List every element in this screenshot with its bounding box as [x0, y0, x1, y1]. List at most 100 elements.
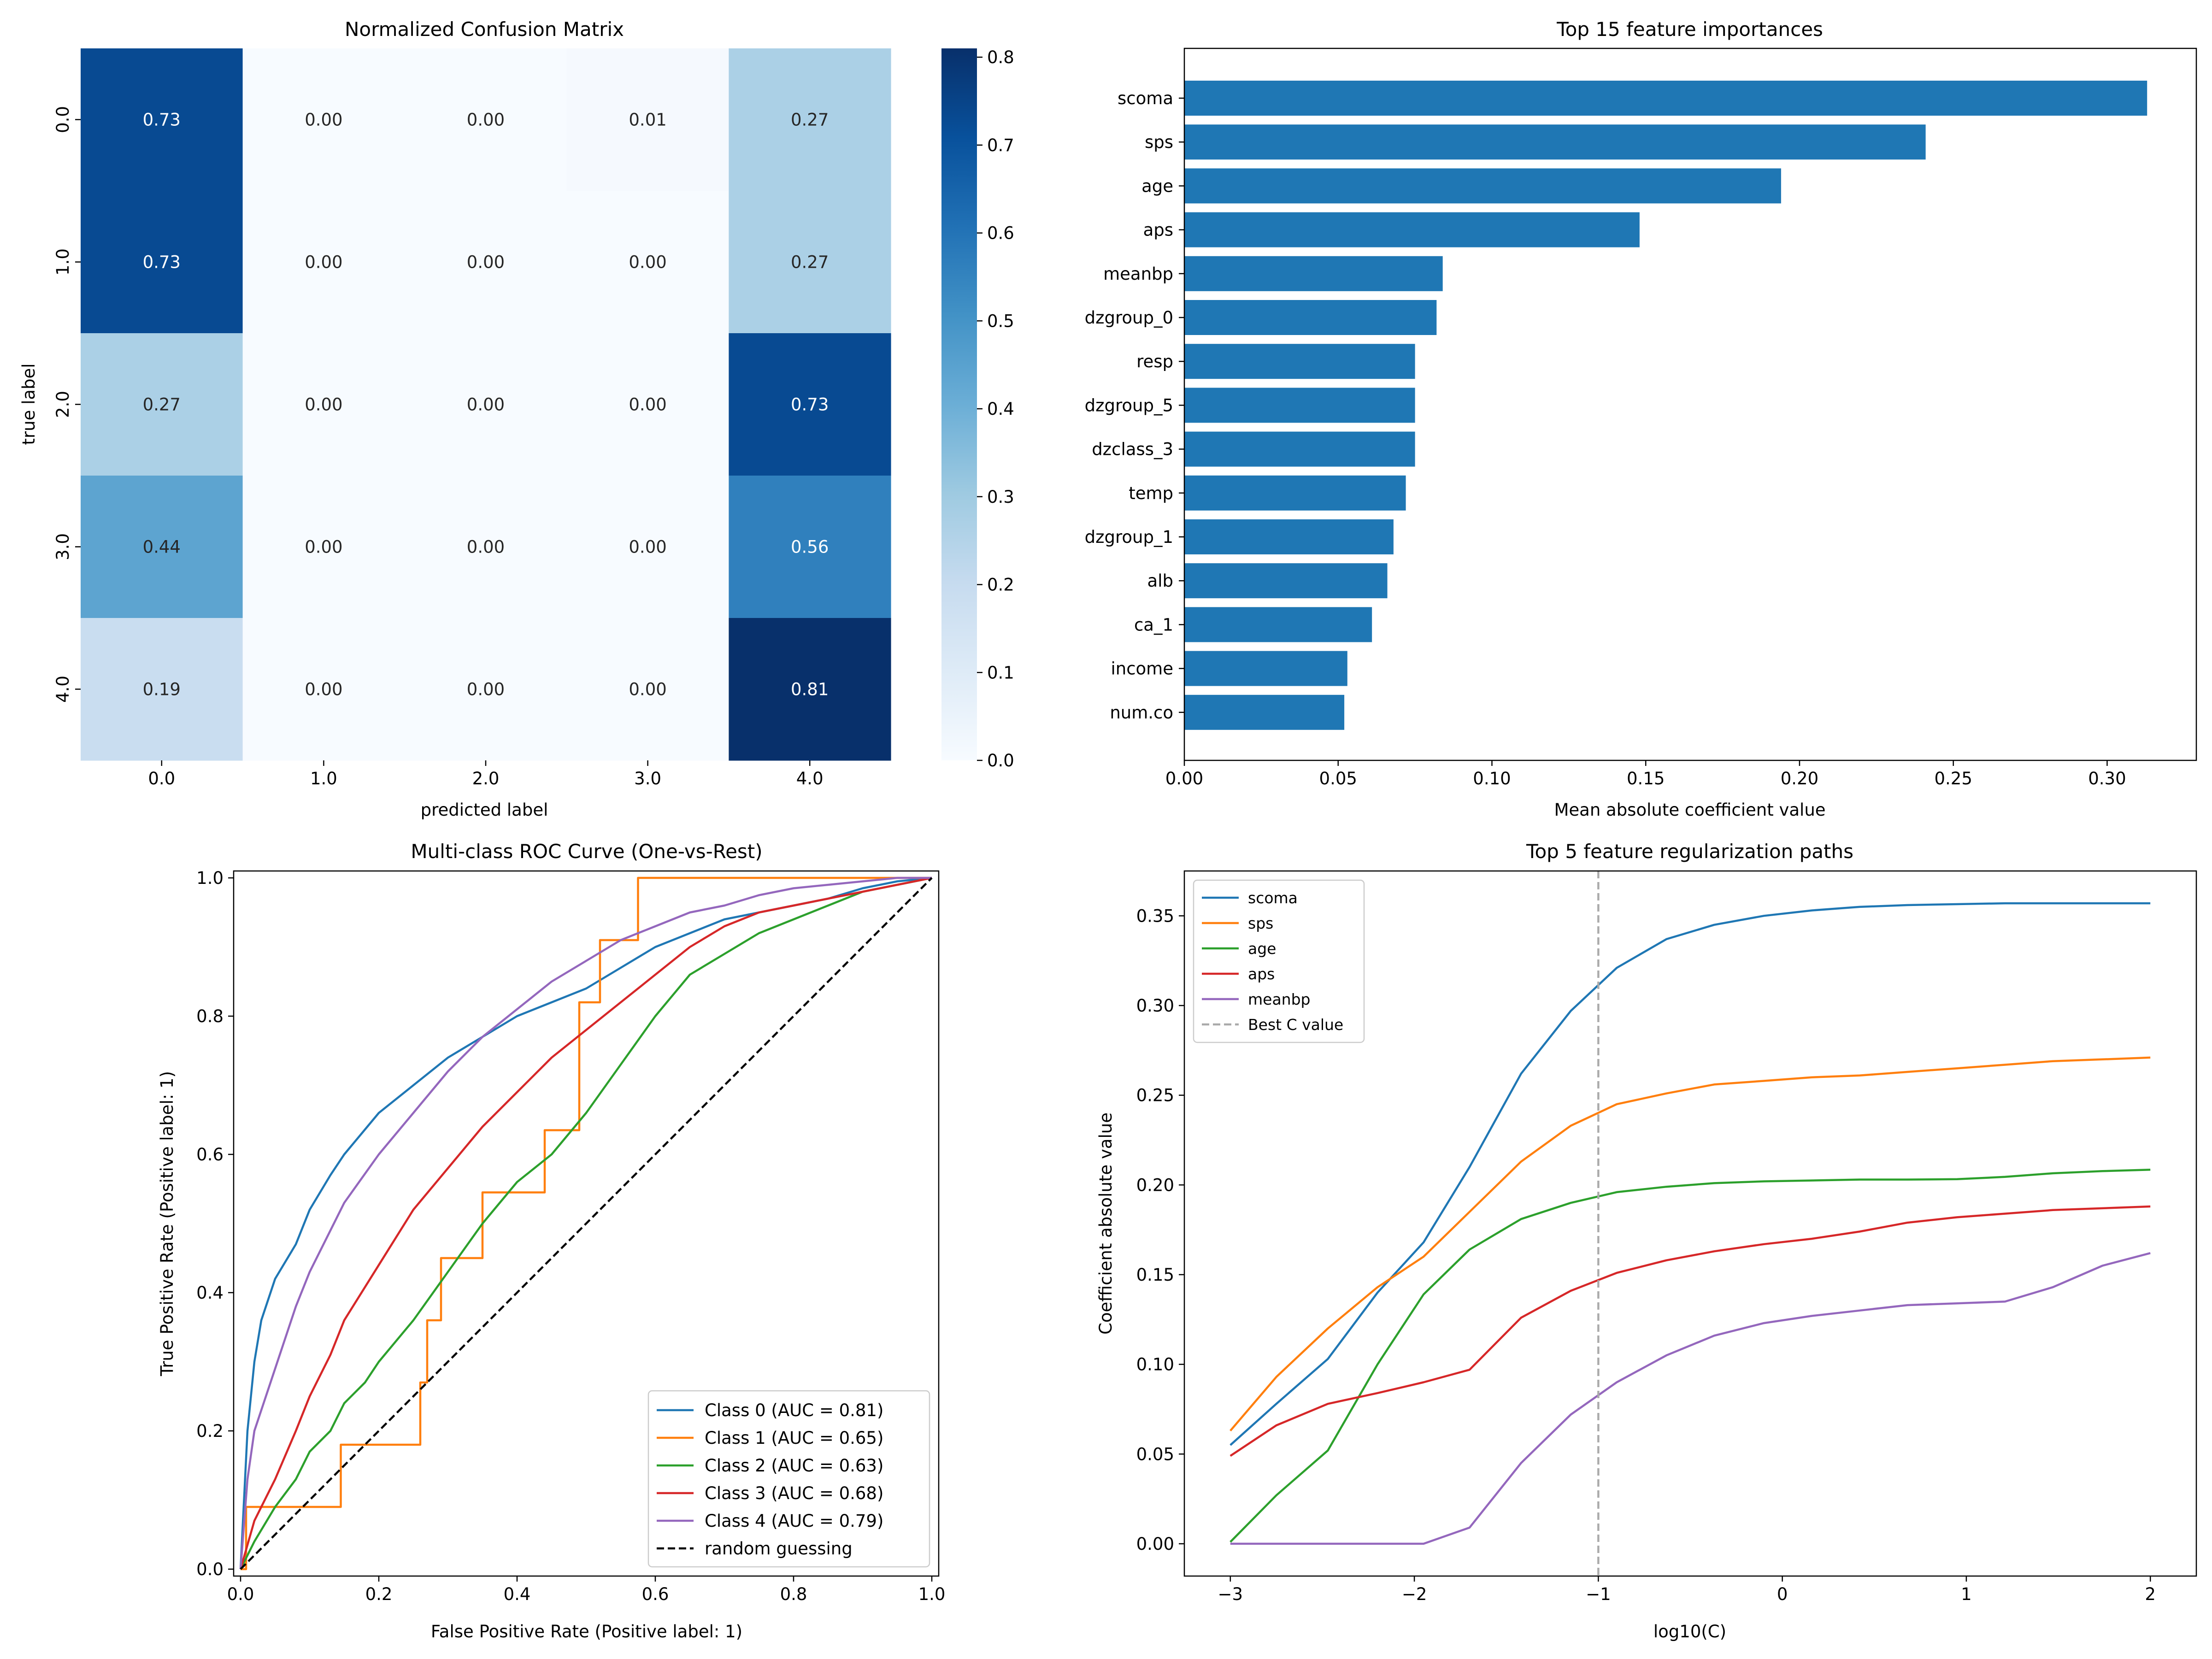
cm-xtick-label: 0.0	[148, 769, 175, 788]
cm-cell	[242, 618, 405, 761]
regpath-series-line	[1230, 1168, 2151, 1543]
roc-xtick-label: 0.8	[780, 1584, 807, 1604]
feature-label: age	[1141, 176, 1173, 196]
roc-xtick-label: 0.0	[227, 1584, 254, 1604]
cm-cell-label: 0.73	[791, 395, 829, 415]
regpath-legend-label: meanbp	[1248, 990, 1310, 1008]
colorbar-tick-label: 0.1	[987, 663, 1014, 682]
cm-cell-label: 0.81	[791, 680, 829, 700]
regpath-panel: Top 5 feature regularization paths −3 −2−…	[1096, 840, 2197, 1641]
regpath-ylabel: Coefficient absolute value	[1096, 1112, 1116, 1335]
colorbar-tick-label: 0.7	[987, 135, 1014, 155]
colorbar-tick-label: 0.6	[987, 224, 1014, 243]
cm-cell	[405, 333, 567, 476]
regpath-ytick-label: 0.00	[1136, 1534, 1174, 1554]
regpath-legend-label: aps	[1248, 965, 1275, 983]
roc-xtick-label: 0.4	[504, 1584, 531, 1604]
cm-cell-label: 0.19	[143, 680, 181, 700]
confusion-matrix-xlabel: predicted label	[421, 800, 548, 820]
roc-legend-box	[647, 1390, 930, 1568]
cm-xtick-label: 2.0	[472, 769, 500, 788]
regpath-legend-label: age	[1248, 940, 1276, 958]
confusion-matrix-cells: 0.73 0.00 0.00 0.01 0.27 0.73 0.00 0.00 0.00 0.27…	[81, 48, 891, 761]
feature-importance-xlabel: Mean absolute coefficient value	[1554, 800, 1825, 820]
regpath-ytick-label: 0.35	[1136, 906, 1174, 926]
roc-lines	[239, 877, 933, 1571]
cm-xtick-label: 4.0	[796, 769, 824, 788]
cm-cell-label: 0.00	[467, 537, 505, 557]
cm-xtick-label: 1.0	[310, 769, 337, 788]
roc-series-line	[240, 877, 933, 1570]
cm-cell-label: 0.00	[467, 680, 505, 700]
feature-label: resp	[1136, 352, 1173, 371]
regpath-legend: scoma sps age aps meanbp Best C value	[1193, 879, 1365, 1043]
feature-importance-title: Top 15 feature importances	[1556, 18, 1823, 41]
colorbar-tick-label: 0.2	[987, 575, 1014, 595]
regpath-legend-box	[1193, 879, 1365, 1043]
feature-bar	[1184, 124, 1926, 160]
roc-legend-label: Class 3 (AUC = 0.68)	[705, 1483, 883, 1503]
feature-importance-panel: Top 15 feature importances scoma sps age ap…	[1085, 18, 2197, 820]
cm-cell-label: 0.00	[629, 680, 666, 700]
feature-label: dzgroup_0	[1085, 308, 1173, 328]
cm-cell	[81, 333, 243, 476]
regpath-lines	[1230, 871, 2151, 1576]
feature-xtick-label: 0.30	[2088, 769, 2126, 788]
colorbar-ticks: 0.0 0.1 0.2 0.3 0.4 0.5 0.6 0.7 0.8	[977, 47, 1014, 771]
cm-cell	[405, 191, 567, 334]
regpath-xtick-label: 0	[1777, 1584, 1788, 1604]
cm-cell	[729, 191, 891, 334]
feature-bar	[1184, 651, 1347, 686]
regpath-legend-label: scoma	[1248, 889, 1298, 907]
cm-cell-label: 0.00	[629, 537, 666, 557]
regpath-ytick-label: 0.30	[1136, 996, 1174, 1016]
cm-cell-label: 0.00	[305, 680, 342, 700]
confusion-matrix-panel: Normalized Confusion Matrix 0.73 0.00 0.00…	[19, 18, 1014, 820]
cm-cell-label: 0.00	[467, 395, 505, 415]
regpath-xtick-label: −2	[1402, 1584, 1427, 1604]
regpath-ytick-label: 0.05	[1136, 1444, 1174, 1464]
cm-cell	[81, 191, 243, 334]
cm-cell-label: 0.73	[143, 110, 181, 130]
regpath-xtick-label: 2	[2145, 1584, 2156, 1604]
roc-xtick-label: 0.6	[642, 1584, 669, 1604]
cm-cell	[81, 48, 243, 191]
feature-label: scoma	[1118, 88, 1173, 108]
feature-label: meanbp	[1103, 264, 1173, 284]
cm-cell	[242, 48, 405, 191]
regpath-ytick-label: 0.25	[1136, 1086, 1174, 1106]
roc-series-line	[239, 877, 932, 1570]
regpath-xtick-label: 1	[1961, 1584, 1972, 1604]
cm-cell	[81, 618, 243, 761]
roc-ytick-label: 0.8	[196, 1006, 224, 1026]
roc-ticks: 0.0 0.2 0.4 0.6 0.8 1.0 0.0 0.2 0.4 0.6 0.8 1.0	[196, 868, 945, 1604]
cm-ytick-label: 3.0	[53, 533, 73, 560]
roc-panel: Multi-class ROC Curve (One-vs-Rest) 0.0 0…	[157, 840, 945, 1641]
cm-cell-label: 0.27	[791, 253, 829, 272]
cm-ytick-label: 0.0	[53, 106, 73, 133]
feature-bar	[1184, 694, 1345, 730]
cm-cell	[242, 333, 405, 476]
colorbar-tick-label: 0.3	[987, 487, 1014, 507]
roc-xtick-label: 0.2	[365, 1584, 393, 1604]
cm-cell-label: 0.00	[467, 253, 505, 272]
regpath-series-line	[1230, 1056, 2151, 1432]
regpath-xtick-label: −3	[1218, 1584, 1243, 1604]
feature-label: sps	[1145, 132, 1173, 152]
roc-ytick-label: 0.6	[196, 1145, 224, 1165]
feature-label: alb	[1147, 571, 1173, 591]
roc-ytick-label: 1.0	[196, 868, 224, 888]
roc-ytick-label: 0.4	[196, 1283, 224, 1303]
cm-cell-label: 0.00	[629, 395, 666, 415]
feature-xtick-label: 0.20	[1781, 769, 1818, 788]
regpath-axes-frame	[1183, 870, 2197, 1577]
feature-xtick-label: 0.15	[1627, 769, 1665, 788]
cm-cell-label: 0.00	[467, 110, 505, 130]
roc-ytick-label: 0.0	[196, 1559, 224, 1579]
regpath-title: Top 5 feature regularization paths	[1526, 840, 1853, 863]
feature-label: dzgroup_1	[1085, 527, 1173, 547]
cm-cell	[566, 48, 729, 191]
feature-importance-axes-frame	[1183, 47, 2197, 761]
